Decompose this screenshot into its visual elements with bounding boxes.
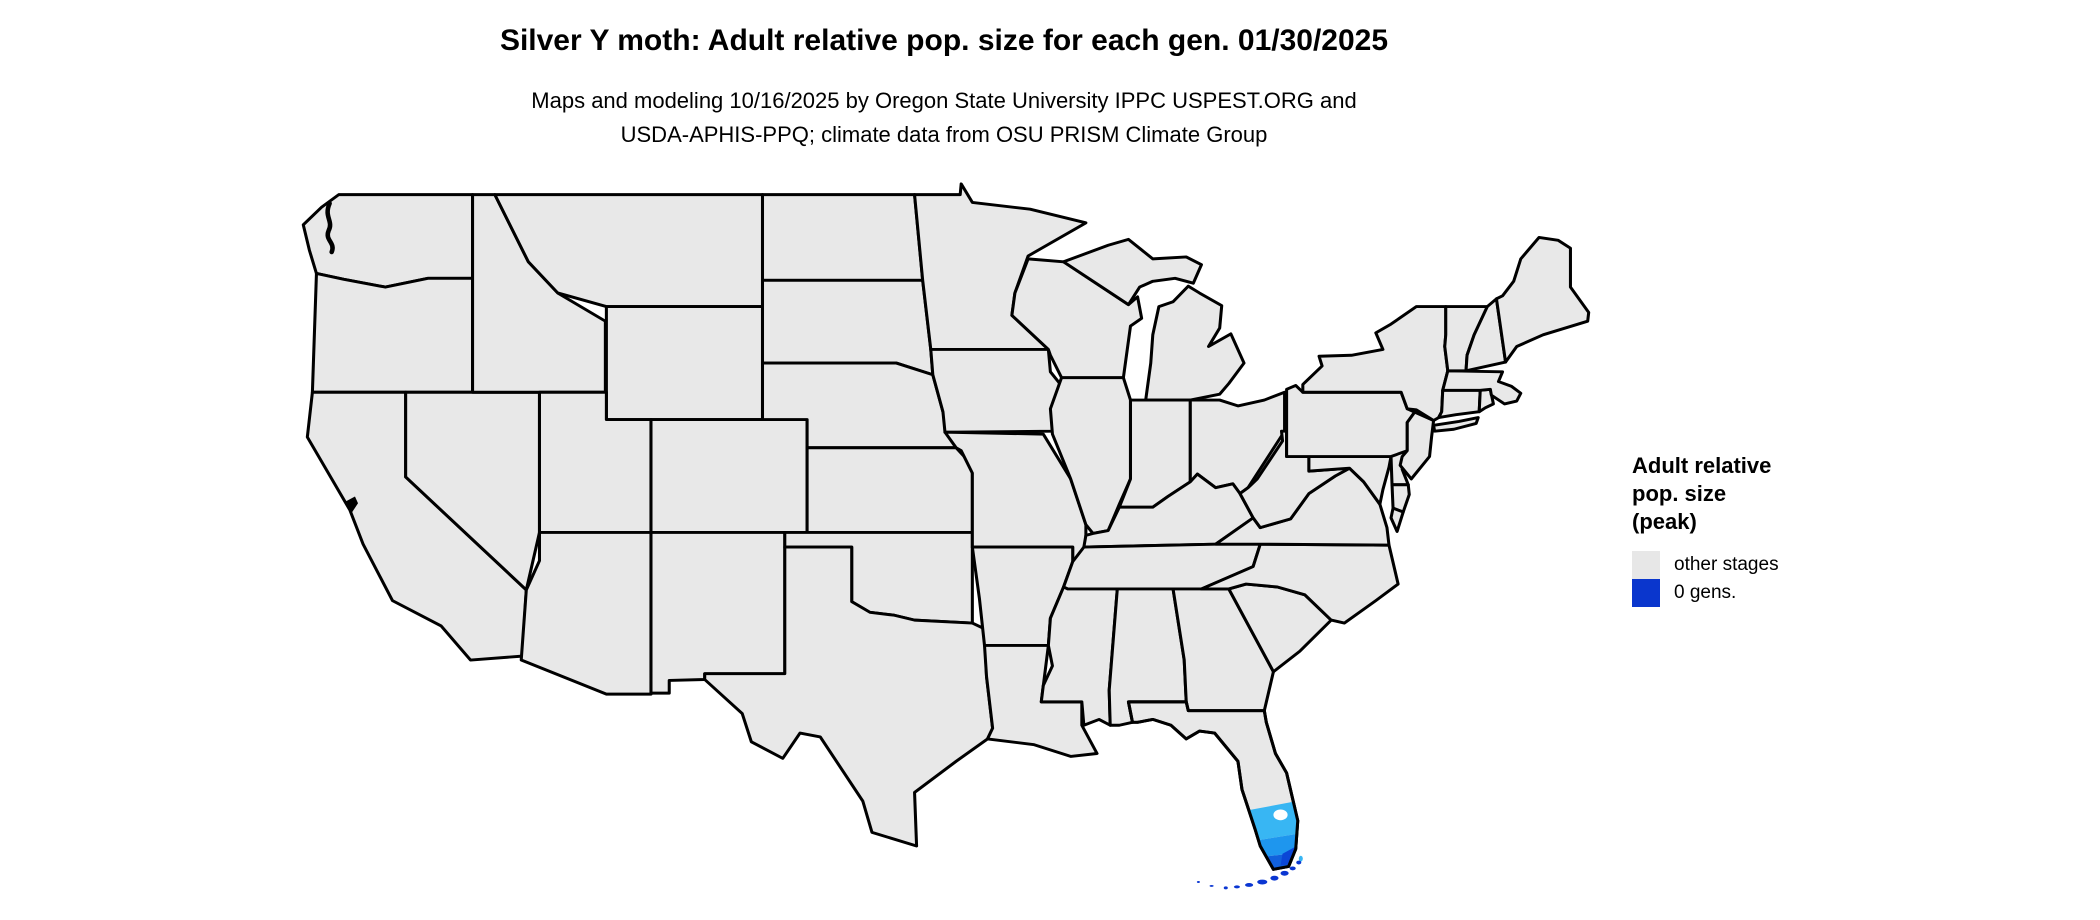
- florida-band-deep: [1237, 851, 1298, 870]
- state-ny-long-island: [1432, 416, 1480, 433]
- legend-swatch-0-gens: [1632, 579, 1660, 607]
- state-ct: [1437, 388, 1482, 420]
- legend-row-other-stages: other stages: [1632, 551, 1932, 579]
- state-shapes: [301, 182, 1591, 871]
- legend-label-0-gens: 0 gens.: [1674, 582, 1737, 603]
- keys-upper-cyan: [1298, 855, 1303, 862]
- subtitle-line-2: USDA-APHIS-PPQ; climate data from OSU PR…: [620, 122, 1268, 147]
- state-md-eastern-shore: [1390, 483, 1411, 514]
- legend-row-0-gens: 0 gens.: [1632, 579, 1932, 607]
- state-or: [310, 272, 475, 394]
- state-co: [649, 418, 809, 534]
- page-subtitle: Maps and modeling 10/16/2025 by Oregon S…: [0, 84, 1888, 152]
- state-ia: [929, 347, 1073, 434]
- state-mi-lower: [1144, 284, 1246, 402]
- legend: Adult relative pop. size (peak) other st…: [1632, 452, 1932, 607]
- state-nc: [1199, 542, 1400, 625]
- legend-title-line-2: pop. size: [1632, 481, 1727, 506]
- legend-title-line-3: (peak): [1632, 509, 1697, 534]
- state-ma: [1441, 369, 1523, 406]
- legend-swatch-other-stages: [1632, 551, 1660, 579]
- puget-sound: [325, 201, 335, 255]
- legend-title-line-1: Adult relative: [1632, 453, 1772, 478]
- state-va-eastern-shore: [1389, 506, 1405, 533]
- state-az: [519, 531, 653, 696]
- state-sd: [760, 278, 935, 377]
- us-map: [301, 182, 1591, 890]
- legend-items: other stages 0 gens.: [1632, 551, 1932, 607]
- state-nm: [649, 531, 787, 695]
- florida-keys: [1196, 855, 1303, 890]
- legend-title: Adult relative pop. size (peak): [1632, 452, 1932, 536]
- subtitle-line-1: Maps and modeling 10/16/2025 by Oregon S…: [531, 88, 1357, 113]
- state-ks: [805, 446, 974, 534]
- page-title: Silver Y moth: Adult relative pop. size …: [499, 24, 1389, 57]
- state-mi-upper: [1062, 237, 1203, 307]
- state-wy: [604, 305, 765, 421]
- state-nd: [760, 193, 925, 282]
- state-me: [1494, 235, 1591, 364]
- legend-label-other-stages: other stages: [1674, 554, 1779, 575]
- san-francisco-bay: [345, 496, 359, 514]
- lake-okeechobee: [1273, 809, 1288, 821]
- state-nj: [1398, 407, 1436, 481]
- state-pa: [1285, 383, 1418, 458]
- state-tx: [703, 545, 995, 848]
